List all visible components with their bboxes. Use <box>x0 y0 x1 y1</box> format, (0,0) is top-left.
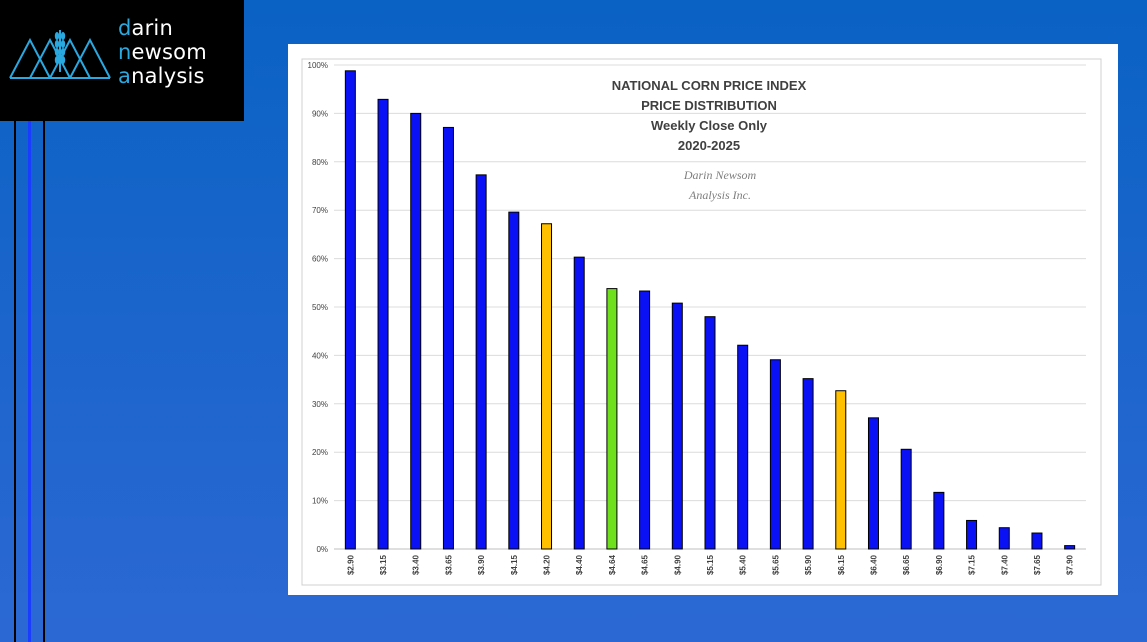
bar <box>900 448 912 550</box>
bar <box>606 288 618 550</box>
x-tick-label: $5.15 <box>706 554 715 575</box>
x-tick-label: $7.90 <box>1066 554 1075 575</box>
x-tick-label: $3.15 <box>379 554 388 575</box>
y-tick-label: 10% <box>312 497 328 506</box>
x-tick-label: $4.90 <box>673 554 682 575</box>
x-tick-label: $6.65 <box>902 554 911 575</box>
x-tick-label: $6.40 <box>869 554 878 575</box>
decorative-line <box>14 121 16 642</box>
y-tick-label: 70% <box>312 206 328 215</box>
x-tick-label: $3.40 <box>412 554 421 575</box>
mountain-wheat-icon <box>9 30 111 79</box>
y-tick-label: 20% <box>312 448 328 457</box>
bar <box>933 491 945 550</box>
x-tick-label: $4.40 <box>575 554 584 575</box>
x-tick-label: $3.90 <box>477 554 486 575</box>
decorative-line <box>43 121 45 642</box>
bar <box>377 98 389 550</box>
chart-watermark-line: Darin Newsom <box>683 168 757 182</box>
x-tick-label: $4.65 <box>641 554 650 575</box>
bar <box>639 290 651 550</box>
bar <box>410 112 422 550</box>
y-tick-label: 60% <box>312 255 328 264</box>
logo-wordmark: darin newsom analysis <box>118 16 207 88</box>
bar <box>704 316 716 550</box>
chart-title-line: PRICE DISTRIBUTION <box>641 98 777 113</box>
x-tick-label: $5.65 <box>771 554 780 575</box>
bar <box>344 70 356 550</box>
x-tick-label: $4.15 <box>510 554 519 575</box>
bar <box>998 527 1010 550</box>
bar <box>802 378 814 550</box>
bar <box>1031 532 1043 550</box>
x-tick-label: $5.90 <box>804 554 813 575</box>
x-tick-label: $3.65 <box>444 554 453 575</box>
x-tick-label: $5.40 <box>739 554 748 575</box>
x-tick-label: $2.90 <box>346 554 355 575</box>
price-distribution-chart: 0% 10% 20% 30% 40% 50% 60% 70% 80% 90% 100% $2.90 $3… <box>301 58 1102 586</box>
bar <box>737 344 749 550</box>
bar <box>1064 545 1076 550</box>
x-tick-label: $7.65 <box>1033 554 1042 575</box>
chart-title-line: 2020-2025 <box>678 138 740 153</box>
bar <box>573 256 585 550</box>
y-tick-label: 100% <box>308 61 328 70</box>
x-tick-label: $7.15 <box>968 554 977 575</box>
bar <box>508 211 520 550</box>
x-tick-label: $4.64 <box>608 554 617 575</box>
x-tick-label: $4.20 <box>543 554 552 575</box>
chart-panel: 0% 10% 20% 30% 40% 50% 60% 70% 80% 90% 100% $2.90 $3… <box>288 44 1118 595</box>
y-tick-label: 80% <box>312 158 328 167</box>
y-tick-label: 90% <box>312 109 328 118</box>
bar <box>966 519 978 550</box>
y-tick-label: 50% <box>312 303 328 312</box>
bar <box>671 302 683 550</box>
bar <box>442 126 454 550</box>
x-tick-label: $6.90 <box>935 554 944 575</box>
decorative-line <box>28 121 31 642</box>
bar <box>475 174 487 550</box>
y-tick-label: 40% <box>312 351 328 360</box>
plot-border <box>301 58 1102 586</box>
chart-title-line: NATIONAL CORN PRICE INDEX <box>612 78 807 93</box>
chart-watermark-line: Analysis Inc. <box>688 188 751 202</box>
x-tick-label: $7.40 <box>1000 554 1009 575</box>
bar <box>769 359 781 550</box>
bar <box>835 390 847 550</box>
bar <box>867 417 879 550</box>
company-logo: darin newsom analysis <box>0 0 244 121</box>
y-tick-label: 30% <box>312 400 328 409</box>
y-tick-label: 0% <box>316 545 328 554</box>
bar <box>541 223 553 550</box>
x-tick-label: $6.15 <box>837 554 846 575</box>
chart-title-line: Weekly Close Only <box>651 118 768 133</box>
